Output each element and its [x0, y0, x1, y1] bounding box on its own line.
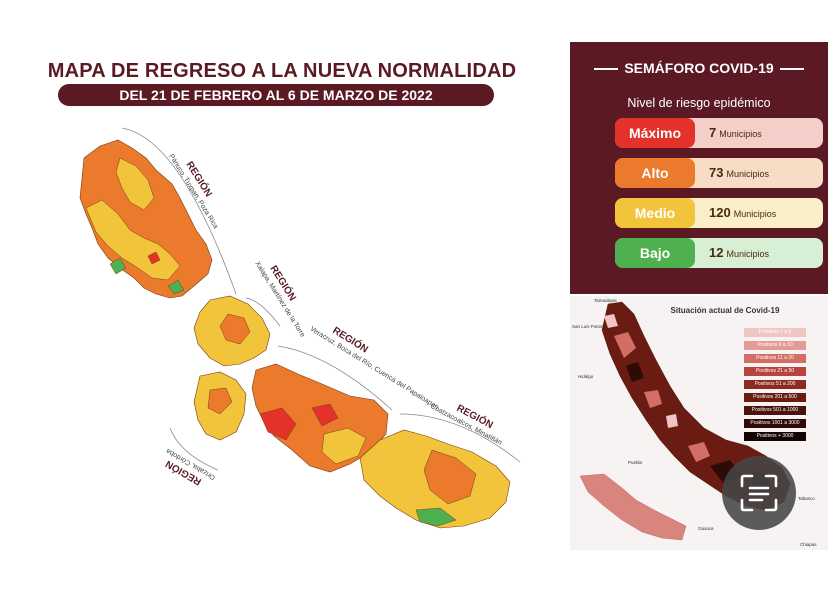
place-label-san-luis: San Luis Potosí [572, 324, 604, 329]
risk-count-alto: 73 Municipios [709, 165, 769, 180]
risk-level-medio: Medio [615, 198, 695, 228]
risk-row-maximo: Máximo 7 Municipios [615, 118, 823, 148]
place-label-hidalgo: Hidalgo [578, 374, 594, 379]
legend-row-9: Positivos + 3000 [744, 432, 806, 441]
risk-row-alto: Alto 73 Municipios [615, 158, 823, 188]
risk-level-alto: Alto [615, 158, 695, 188]
legend-row-2: Positivos 6 a 10 [744, 341, 806, 350]
map-section-veracruz-medio [321, 427, 367, 465]
scan-text-button[interactable] [722, 456, 796, 530]
semaforo-title: SEMÁFORO COVID-19 [570, 60, 828, 76]
risk-count-maximo: 7 Municipios [709, 125, 762, 140]
scan-text-icon [740, 474, 778, 512]
map-section-central-alto [219, 313, 251, 345]
map-section-north-medio-2 [115, 157, 155, 211]
place-label-tabasco: Tabasco [798, 496, 815, 501]
page-title: MAPA DE REGRESO A LA NUEVA NORMALIDAD [47, 60, 517, 82]
semaforo-subtitle: Nivel de riesgo epidémico [627, 96, 771, 110]
map-section-veracruz-maximo [259, 403, 339, 441]
legend-row-1: Positivos 1 a 5 [744, 328, 806, 337]
place-label-puebla: Puebla [628, 460, 643, 465]
legend-row-5: Positivos 51 a 200 [744, 380, 806, 389]
semaforo-panel: SEMÁFORO COVID-19 Nivel de riesgo epidém… [570, 42, 828, 294]
situacion-region-pale [604, 314, 678, 428]
risk-count-bajo: 12 Municipios [709, 245, 769, 260]
risk-level-bajo: Bajo [615, 238, 695, 268]
veracruz-risk-map: REGIÓN Pánuco, Tuxpan, Poza Rica REGIÓN … [79, 127, 521, 529]
risk-level-maximo: Máximo [615, 118, 695, 148]
legend-row-3: Positivos 11 a 20 [744, 354, 806, 363]
place-label-chiapas: Chiapas [800, 542, 817, 547]
place-label-tamaulipas: Tamaulipas [594, 298, 618, 303]
situacion-panel: Situación actual de Covid-19 Tamaulipas … [570, 296, 828, 550]
legend-row-4: Positivos 21 a 50 [744, 367, 806, 376]
place-label-oaxaca: Oaxaca [698, 526, 714, 531]
map-section-south-alto [423, 449, 477, 505]
risk-count-medio: 120 Municipios [709, 205, 777, 220]
legend-row-6: Positivos 201 a 500 [744, 393, 806, 402]
situacion-mexico-inset [579, 473, 687, 541]
legend-row-8: Positivos 1001 a 3000 [744, 419, 806, 428]
map-section-north-maximo [147, 251, 161, 265]
map-section-orizaba-alto [207, 387, 233, 415]
legend-row-7: Positivos 501 a 1000 [744, 406, 806, 415]
map-section-north [79, 139, 213, 299]
situacion-region-light [614, 332, 710, 462]
situacion-title: Situación actual de Covid-19 [670, 306, 780, 315]
risk-row-medio: Medio 120 Municipios [615, 198, 823, 228]
map-section-north-bajo [109, 257, 185, 295]
date-range-banner: DEL 21 DE FEBRERO AL 6 DE MARZO DE 2022 [58, 84, 494, 106]
map-section-south-bajo [415, 507, 457, 527]
risk-row-bajo: Bajo 12 Municipios [615, 238, 823, 268]
